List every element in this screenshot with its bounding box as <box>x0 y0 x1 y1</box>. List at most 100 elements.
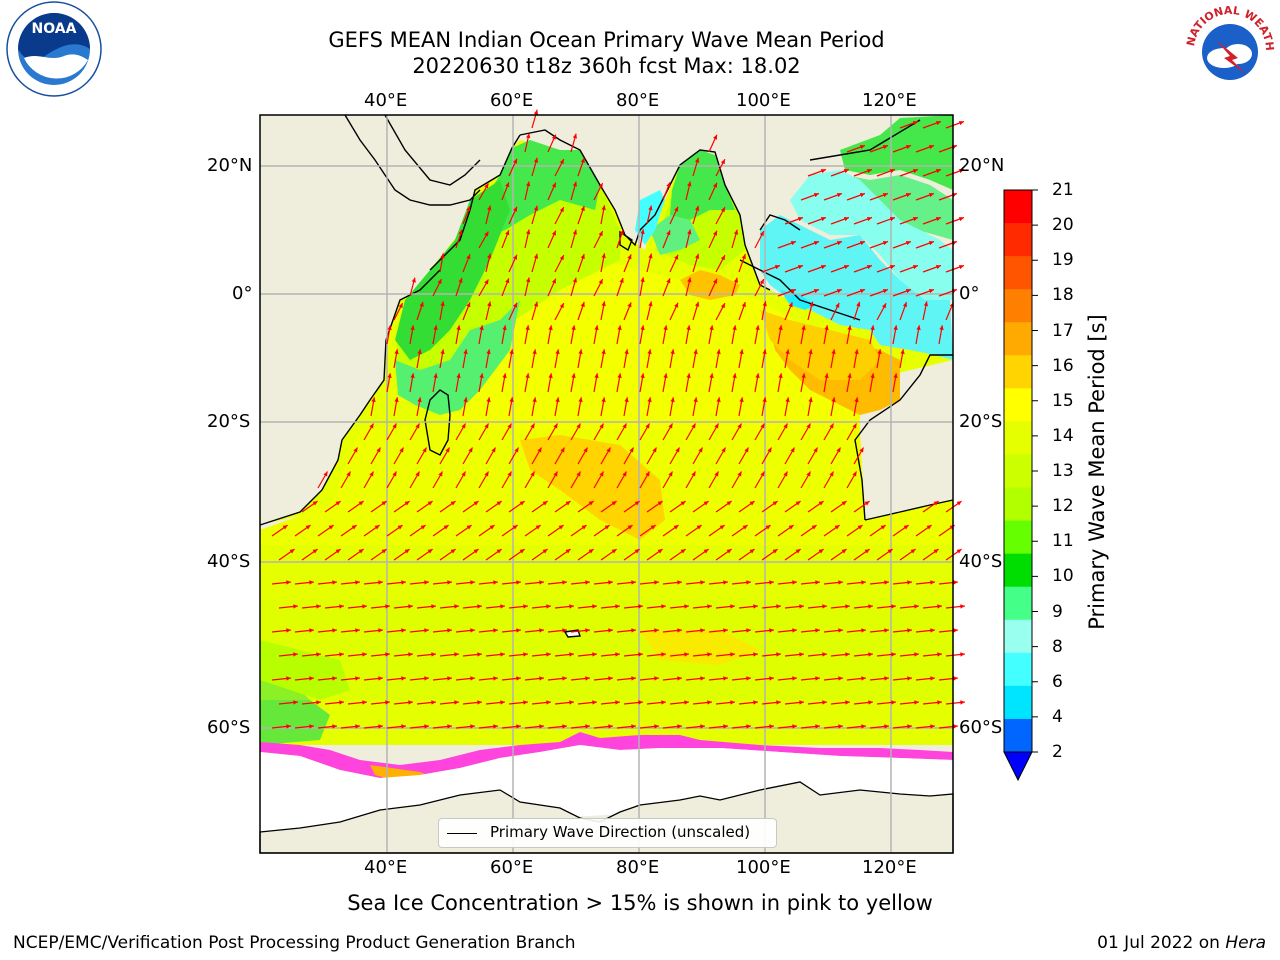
direction-arrow-head <box>594 325 599 331</box>
direction-arrow-head <box>677 628 682 633</box>
direction-arrow-head <box>930 724 935 729</box>
direction-arrow-head <box>627 525 633 530</box>
direction-arrow-head <box>286 724 291 729</box>
direction-arrow-head <box>443 525 449 530</box>
direction-arrow-head <box>866 217 872 222</box>
direction-arrow-head <box>834 525 840 530</box>
direction-arrow-head <box>953 724 958 729</box>
direction-arrow-head <box>835 302 840 308</box>
direction-arrow-head <box>631 676 636 681</box>
direction-arrow-head <box>859 289 865 294</box>
direction-arrow-head <box>447 628 452 633</box>
direction-arrow-head <box>912 265 918 270</box>
direction-arrow-head <box>569 652 574 657</box>
direction-arrow-head <box>461 471 466 477</box>
direction-arrow-head <box>861 676 866 681</box>
direction-arrow-head <box>624 397 629 403</box>
colorbar-tick-label: 20 <box>1052 215 1074 236</box>
bottom-tick-100e: 100°E <box>736 857 791 878</box>
direction-arrow-head <box>891 700 896 705</box>
direction-arrow-head <box>806 471 811 477</box>
direction-arrow-head <box>864 501 870 506</box>
direction-arrow-head <box>286 580 291 585</box>
direction-arrow-head <box>845 652 850 657</box>
direction-arrow-head <box>838 676 843 681</box>
direction-arrow-head <box>928 241 934 246</box>
direction-arrow-head <box>854 397 859 403</box>
direction-arrow-head <box>674 254 679 260</box>
direction-arrow-head <box>560 447 565 453</box>
direction-arrow-head <box>358 549 364 554</box>
direction-arrow-head <box>713 182 717 188</box>
direction-arrow-head <box>900 349 905 355</box>
direction-arrow-head <box>912 217 918 222</box>
direction-arrow-head <box>542 549 548 554</box>
colorbar-tick-label: 14 <box>1052 425 1074 446</box>
direction-arrow-head <box>572 277 577 283</box>
direction-arrow-head <box>565 549 571 554</box>
direction-arrow-head <box>713 278 717 284</box>
direction-arrow-head <box>765 525 771 530</box>
direction-arrow-head <box>548 373 553 379</box>
left-tick-20n: 20°N <box>207 155 253 176</box>
direction-arrow-head <box>332 580 337 585</box>
direction-arrow-head <box>792 580 797 585</box>
direction-arrow-head <box>378 628 383 633</box>
direction-arrow-head <box>958 121 964 126</box>
direction-arrow-head <box>387 325 392 331</box>
direction-arrow-head <box>572 181 577 187</box>
direction-arrow-head <box>792 724 797 729</box>
direction-arrow-head <box>316 700 321 705</box>
direction-arrow-head <box>339 604 344 609</box>
direction-arrow-head <box>445 447 450 453</box>
direction-arrow-head <box>578 349 583 355</box>
direction-arrow-head <box>477 652 482 657</box>
direction-arrow-head <box>289 549 295 554</box>
direction-arrow-head <box>450 549 456 554</box>
direction-arrow-head <box>822 652 827 657</box>
colorbar-extend-triangle <box>1003 751 1033 782</box>
direction-arrow-head <box>914 652 919 657</box>
direction-arrow-head <box>815 676 820 681</box>
direction-arrow-head <box>841 501 847 506</box>
direction-arrow-head <box>335 549 341 554</box>
direction-arrow-head <box>648 205 653 211</box>
direction-arrow-head <box>815 580 820 585</box>
direction-arrow-head <box>305 525 311 530</box>
direction-arrow-head <box>882 241 888 246</box>
colorbar-tick-label: 11 <box>1052 531 1074 552</box>
right-tick-60s: 60°S <box>959 717 1003 738</box>
direction-arrow-head <box>820 265 826 270</box>
direction-arrow-head <box>500 700 505 705</box>
direction-arrow-head <box>813 193 819 198</box>
direction-arrow-head <box>580 302 585 307</box>
direction-arrow-head <box>693 349 698 355</box>
direction-arrow-head <box>526 181 531 187</box>
colorbar-segment <box>1004 454 1032 489</box>
direction-arrow-head <box>707 700 712 705</box>
direction-arrow-head <box>749 549 755 554</box>
direction-arrow-head <box>907 580 912 585</box>
direction-arrow-head <box>569 604 574 609</box>
direction-arrow-head <box>889 265 895 270</box>
direction-arrow-head <box>461 423 466 429</box>
direction-arrow-head <box>546 700 551 705</box>
direction-arrow-head <box>484 423 489 429</box>
direction-arrow-head <box>525 325 530 331</box>
direction-arrow-head <box>486 349 491 355</box>
colorbar-segment <box>1004 586 1032 621</box>
direction-arrow-head <box>818 501 824 506</box>
direction-arrow-head <box>447 676 452 681</box>
direction-arrow-head <box>815 628 820 633</box>
direction-arrow-head <box>484 279 489 285</box>
direction-arrow-head <box>369 471 374 477</box>
direction-arrow-head <box>608 676 613 681</box>
colorbar-tick-label: 13 <box>1052 461 1074 481</box>
direction-arrow-head <box>456 325 461 331</box>
left-tick-60s: 60°S <box>207 717 251 738</box>
colorbar-segment <box>1004 256 1032 290</box>
direction-arrow-head <box>580 158 585 163</box>
direction-arrow-head <box>559 255 564 261</box>
direction-arrow-head <box>799 652 804 657</box>
